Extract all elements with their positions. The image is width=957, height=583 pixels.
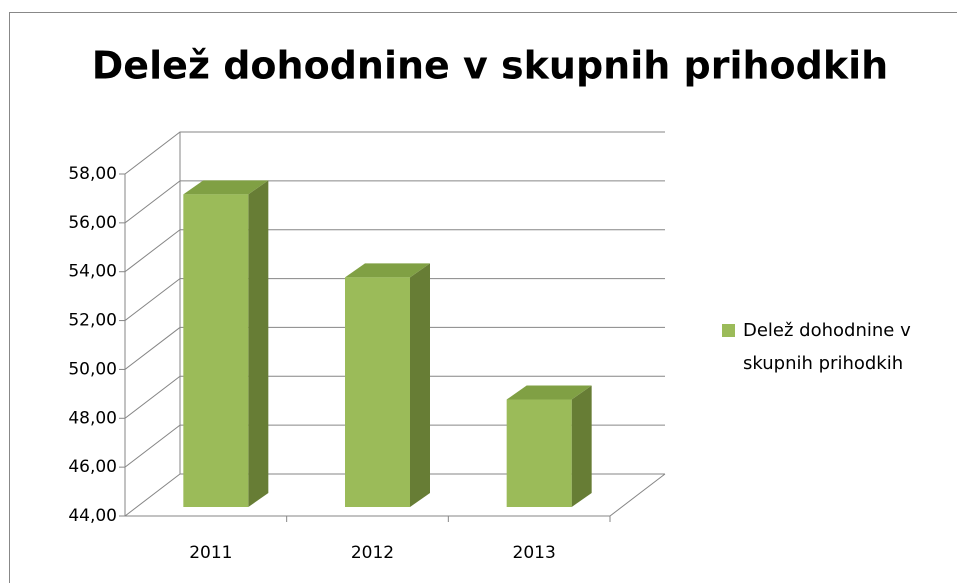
chart-title: Delež dohodnine v skupnih prihodkih [92, 44, 888, 88]
x-tick-label: 2013 [513, 543, 556, 563]
bar-side [571, 385, 592, 507]
y-tick-label: 44,00 [68, 506, 117, 526]
bar [506, 399, 572, 507]
legend-swatch [722, 324, 735, 337]
bar-side [410, 263, 430, 507]
bar [345, 277, 410, 507]
bar-top [345, 263, 430, 278]
bar-side [248, 180, 269, 508]
bar-top [183, 180, 269, 195]
chart-border [9, 12, 957, 583]
y-tick-label: 46,00 [68, 457, 117, 477]
x-tick-label: 2012 [351, 543, 394, 563]
y-tick-label: 50,00 [68, 359, 117, 379]
legend: Delež dohodnine v skupnih prihodkih [722, 314, 942, 380]
x-tick-label: 2011 [189, 543, 232, 563]
legend-label: Delež dohodnine v skupnih prihodkih [743, 320, 911, 374]
y-tick-label: 48,00 [68, 408, 117, 428]
y-tick-label: 54,00 [68, 262, 117, 282]
bar-top [506, 385, 592, 400]
y-tick-label: 56,00 [68, 213, 117, 233]
y-tick-label: 58,00 [68, 164, 117, 184]
bar [183, 194, 249, 508]
y-tick-label: 52,00 [68, 311, 117, 331]
